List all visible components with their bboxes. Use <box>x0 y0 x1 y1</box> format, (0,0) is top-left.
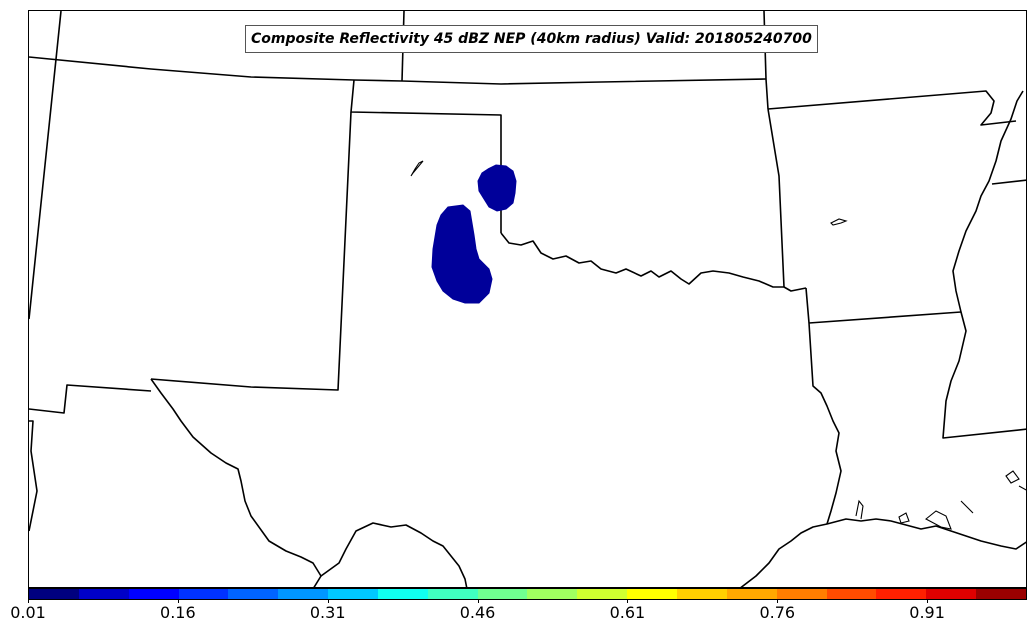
boundary-co-ok-tx <box>350 79 502 233</box>
colorbar-segment <box>976 589 1026 599</box>
boundary-mo-ar <box>767 90 1017 126</box>
colorbar-tick-mark <box>28 600 29 603</box>
colorbar-tick-label: 0.01 <box>10 603 46 622</box>
colorbar-segment <box>926 589 977 599</box>
colorbar-tick-mark <box>477 600 479 603</box>
colorbar-tick-label: 0.91 <box>909 603 945 622</box>
map-panel: Composite Reflectivity 45 dBZ NEP (40km … <box>28 10 1027 588</box>
boundary-big-bend <box>320 522 468 587</box>
colorbar-tick-mark <box>177 600 179 603</box>
colorbar-tick-label: 0.16 <box>160 603 196 622</box>
boundary-nm-south <box>29 384 152 414</box>
lake-feature <box>410 160 424 177</box>
colorbar-segment <box>78 589 129 599</box>
boundary-ms-river <box>942 90 1026 439</box>
probability-areas <box>431 164 517 304</box>
boundary-ar-la <box>808 311 962 324</box>
colorbar-tick-label: 0.76 <box>759 603 796 622</box>
colorbar-segment <box>676 589 727 599</box>
colorbar-tick-mark <box>627 600 629 603</box>
colorbar-segment <box>228 589 279 599</box>
colorbar-segment <box>577 589 628 599</box>
boundary-gulf-coast <box>740 518 1026 587</box>
boundary-ks-ne <box>353 78 767 85</box>
boundary-mexico-west <box>29 420 38 532</box>
coast-detail-la <box>855 470 1026 530</box>
boundary-red-river <box>500 232 807 292</box>
probability-area-north <box>477 164 517 212</box>
probability-area-south <box>431 204 493 304</box>
colorbar-segment <box>826 589 877 599</box>
boundary-ok-ar <box>767 108 785 288</box>
boundary-nm-tx <box>150 111 352 391</box>
colorbar-segment <box>876 589 927 599</box>
colorbar-segment <box>377 589 428 599</box>
water-features <box>410 160 1026 530</box>
colorbar-tick-mark <box>777 600 779 603</box>
boundary-tx-mexico <box>150 378 322 587</box>
colorbar-segment <box>776 589 827 599</box>
colorbar-segment <box>627 589 677 599</box>
state-boundaries <box>29 11 1026 587</box>
colorbar-tick-label: 0.61 <box>609 603 646 622</box>
colorbar-segment <box>328 589 378 599</box>
colorbar-segment <box>427 589 478 599</box>
colorbar-tick-label: 0.31 <box>309 603 346 622</box>
colorbar-segment <box>726 589 777 599</box>
colorbar-segment <box>527 589 578 599</box>
colorbar-tick-mark <box>327 600 329 603</box>
boundary-tx-la <box>805 287 842 525</box>
colorbar-segment <box>128 589 179 599</box>
colorbar <box>28 588 1027 600</box>
colorbar-segment <box>178 589 229 599</box>
colorbar-tick-label: 0.46 <box>459 603 496 622</box>
map-canvas <box>29 11 1026 587</box>
boundary-co-nm <box>29 56 355 81</box>
colorbar-tick-mark <box>927 600 929 603</box>
colorbar-segment <box>477 589 528 599</box>
boundary-ar-ms <box>991 179 1026 185</box>
colorbar-segment <box>29 589 79 599</box>
colorbar-segment <box>278 589 329 599</box>
lake-feature-2 <box>830 218 848 226</box>
map-title: Composite Reflectivity 45 dBZ NEP (40km … <box>245 25 818 53</box>
boundary-co-west <box>29 11 62 320</box>
